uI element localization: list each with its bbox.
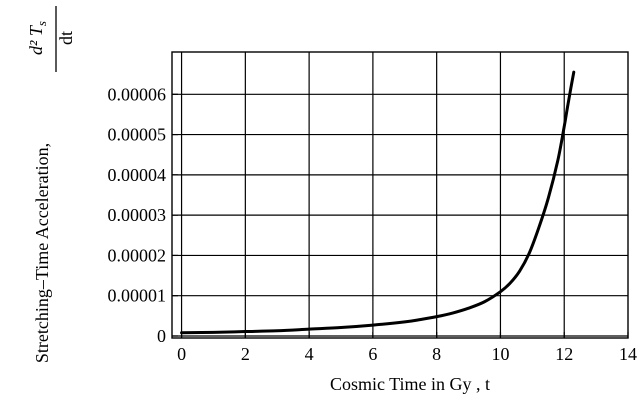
y-tick-label: 0.00003 bbox=[108, 205, 167, 225]
y-tick-label: 0.00006 bbox=[108, 84, 167, 104]
x-tick-label: 0 bbox=[177, 344, 186, 364]
x-axis-label: Cosmic Time in Gy , t bbox=[330, 374, 490, 394]
acceleration-curve bbox=[180, 70, 576, 335]
y-axis-label-group: Stretching–Time Acceleration, d² Ts dt bbox=[26, 6, 76, 363]
x-tick-label: 12 bbox=[555, 344, 573, 364]
y-axis-label-denominator: dt bbox=[56, 31, 76, 45]
y-tick-label: 0.00004 bbox=[108, 165, 167, 185]
x-tick-label: 2 bbox=[241, 344, 250, 364]
y-axis-label: Stretching–Time Acceleration, bbox=[32, 143, 52, 363]
y-tick-label: 0.00001 bbox=[108, 286, 167, 306]
plot-frame bbox=[171, 51, 629, 339]
axis-ticks: 0 2 4 6 8 10 12 14 0 0.00001 0.00002 0.00003 0.00004… bbox=[108, 84, 638, 364]
y-axis-label-subscript: s bbox=[34, 21, 49, 26]
x-tick-label: 10 bbox=[491, 344, 509, 364]
y-axis-label-numerator: d² Ts bbox=[26, 21, 49, 55]
x-tick-label: 14 bbox=[619, 344, 637, 364]
series-layer bbox=[180, 70, 576, 335]
y-tick-label: 0.00005 bbox=[108, 125, 167, 145]
y-tick-label: 0.00002 bbox=[108, 245, 167, 265]
grid bbox=[172, 52, 628, 338]
x-tick-label: 4 bbox=[305, 344, 314, 364]
y-tick-label: 0 bbox=[157, 326, 166, 346]
x-tick-label: 8 bbox=[432, 344, 441, 364]
x-tick-label: 6 bbox=[368, 344, 377, 364]
